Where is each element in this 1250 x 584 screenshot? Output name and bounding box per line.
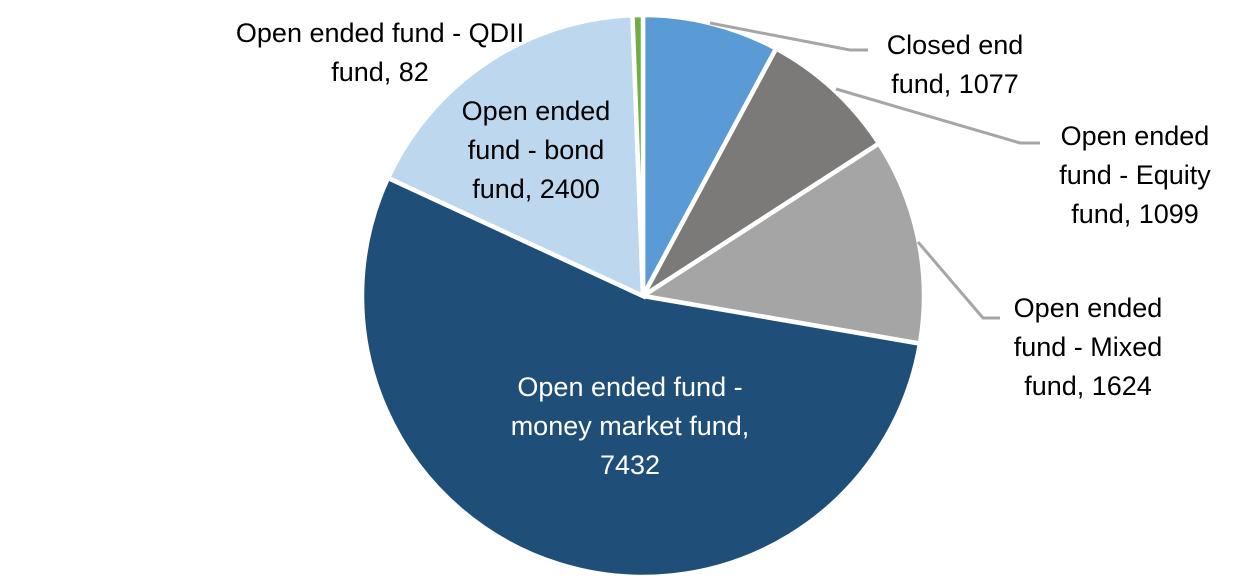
- data-label-equity-fund: Open ended fund - Equity fund, 1099: [1059, 121, 1211, 229]
- pie-slice-mixed-fund: [636, 140, 927, 347]
- leader-line-equity-fund: [835, 87, 1040, 145]
- data-label-bond-fund: Open ended fund - bond fund, 2400: [461, 96, 611, 204]
- leader-line-mixed-fund: [916, 241, 1000, 320]
- leader-line-closed-end-fund: [709, 21, 868, 52]
- data-label-mixed-fund: Open ended fund - Mixed fund, 1624: [1013, 293, 1163, 401]
- data-label-money-market-fund: Open ended fund - money market fund, 743…: [510, 372, 750, 480]
- pie-slice-bond-fund: [385, 12, 646, 300]
- pie-slice-equity-fund: [641, 45, 883, 298]
- data-label-closed-end-fund: Closed end fund, 1077: [886, 30, 1024, 99]
- pie-slice-qdii-fund: [630, 12, 646, 297]
- data-label-qdii-fund: Open ended fund - QDII fund, 82: [235, 18, 525, 87]
- pie-slice-money-market-fund: [359, 174, 923, 580]
